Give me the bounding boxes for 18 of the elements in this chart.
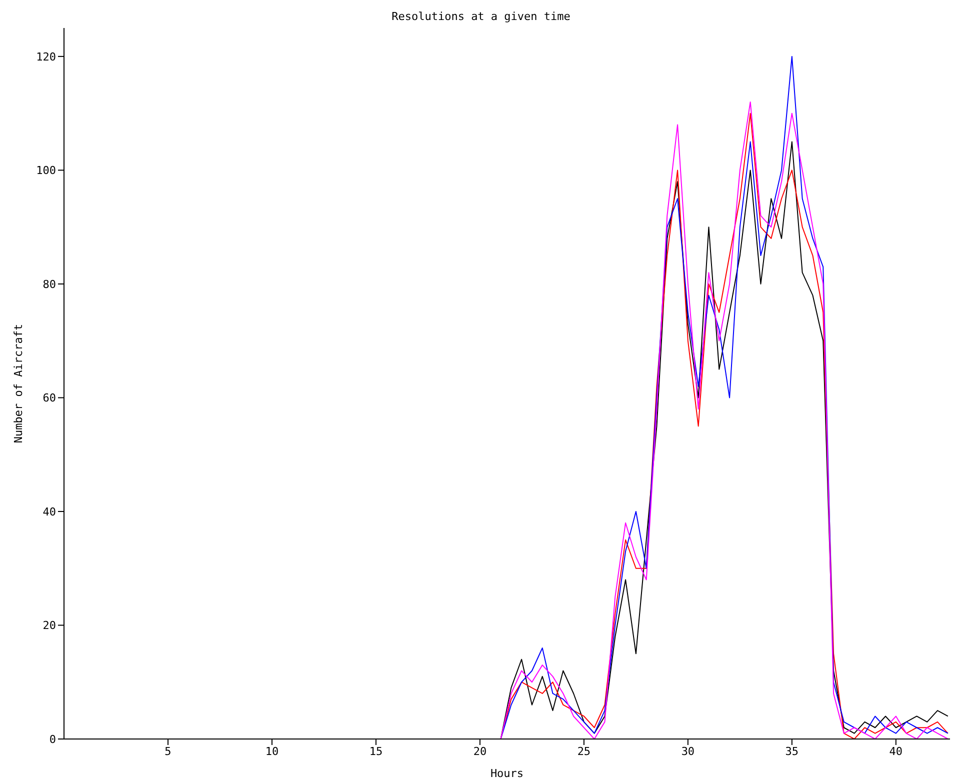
- x-tick-label: 15: [369, 744, 383, 758]
- x-tick-label: 30: [681, 744, 695, 758]
- x-tick-label: 5: [164, 744, 172, 758]
- y-tick-label: 120: [36, 50, 56, 64]
- x-tick-label: 35: [785, 744, 799, 758]
- chart-title: Resolutions at a given time: [390, 9, 572, 25]
- y-axis-title: Number of Aircraft: [12, 324, 25, 444]
- x-tick-label: 40: [889, 744, 903, 758]
- x-axis-title: Hours: [490, 767, 524, 780]
- y-tick-label: 0: [49, 732, 56, 746]
- y-tick-label: 60: [42, 392, 56, 405]
- x-tick-label: 25: [577, 744, 591, 758]
- y-tick-label: 40: [42, 505, 56, 518]
- y-tick-label: 100: [36, 164, 56, 178]
- x-tick-label: 10: [265, 744, 279, 758]
- y-tick-label: 20: [42, 619, 56, 632]
- y-tick-label: 80: [42, 278, 56, 291]
- x-tick-label: 20: [473, 744, 487, 758]
